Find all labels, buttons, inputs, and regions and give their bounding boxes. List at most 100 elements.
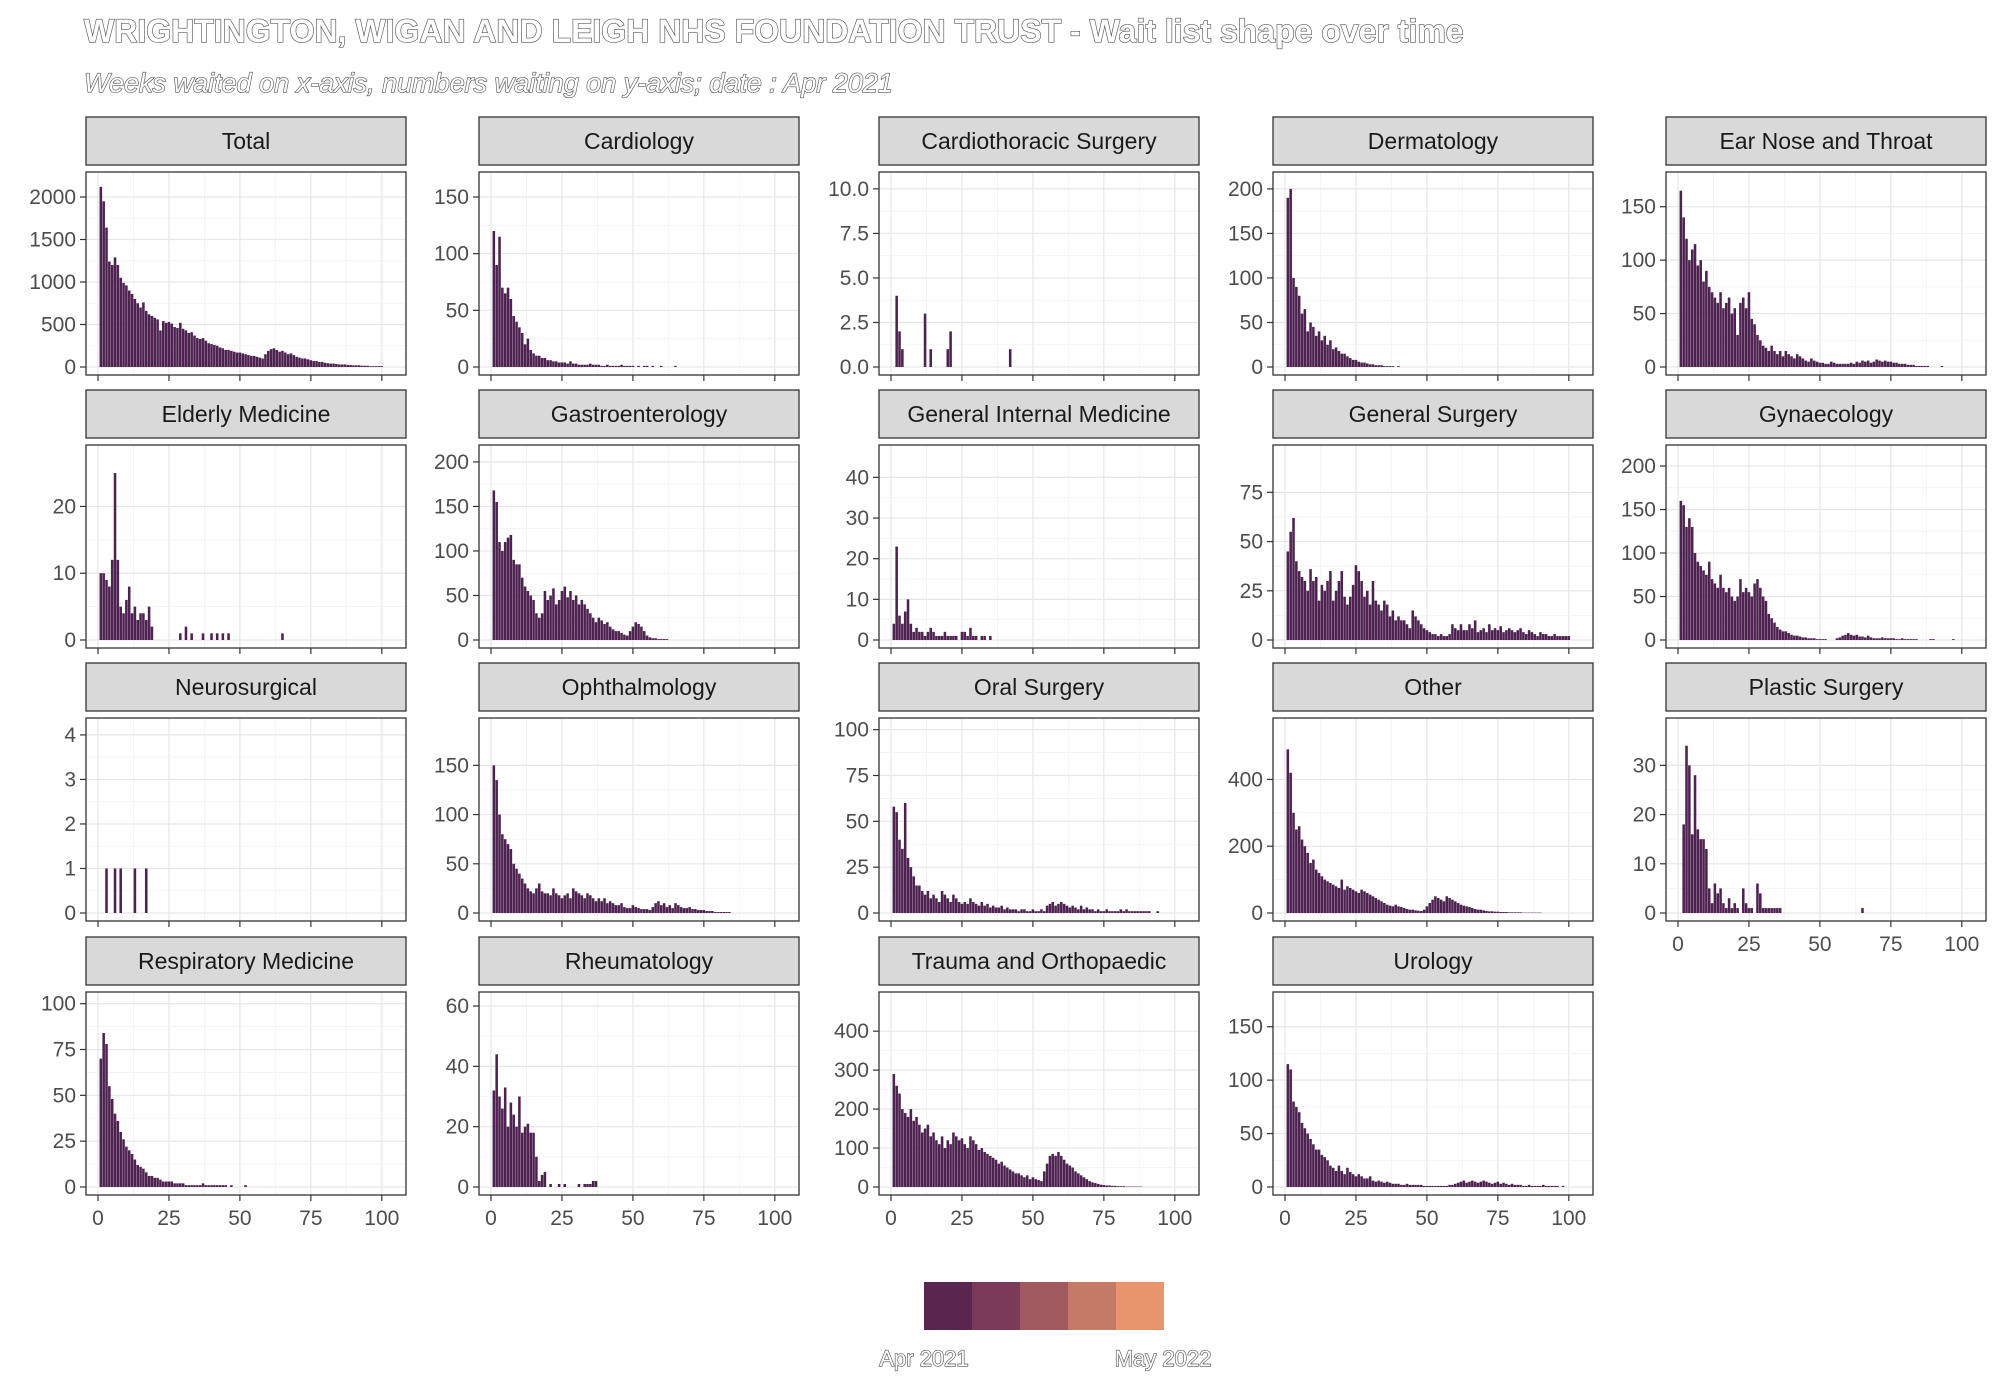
bar	[380, 366, 384, 367]
bar	[535, 888, 538, 913]
bar	[1547, 636, 1551, 640]
bar	[1445, 896, 1449, 913]
bar	[591, 617, 595, 640]
bar	[506, 287, 510, 367]
bar	[144, 619, 148, 640]
chart-subtitle: Weeks waited on x-axis, numbers waiting …	[84, 68, 893, 98]
bar	[303, 358, 307, 367]
bar	[926, 891, 930, 913]
strip-background	[85, 662, 407, 712]
bar	[634, 622, 638, 640]
bar	[1889, 361, 1893, 367]
bar	[895, 546, 898, 640]
bar	[1346, 1167, 1349, 1187]
bar	[1306, 1133, 1309, 1187]
y-tick-label: 1	[64, 857, 76, 880]
bar	[1094, 911, 1097, 913]
bar	[1108, 1185, 1111, 1187]
bar	[935, 635, 938, 640]
bar	[532, 599, 535, 640]
bar	[289, 353, 293, 367]
bars	[1682, 745, 1864, 913]
bar	[903, 1112, 907, 1187]
bar	[1912, 639, 1915, 640]
bar	[651, 907, 655, 913]
bar	[1354, 565, 1358, 640]
panel-dermatology: Dermatology 0 50 100 150 200	[1228, 116, 1594, 381]
bar	[1011, 1171, 1015, 1187]
bar	[608, 365, 612, 367]
bar	[603, 898, 606, 913]
bar	[1303, 309, 1307, 367]
bar	[1932, 639, 1935, 640]
bar	[540, 1174, 544, 1187]
bar	[1798, 356, 1802, 367]
bar	[711, 911, 714, 913]
bar	[1402, 620, 1406, 640]
y-tick-label: 100	[434, 243, 469, 266]
bar	[312, 361, 315, 367]
bar	[320, 361, 324, 367]
bar	[1471, 1180, 1474, 1187]
bar	[1454, 1183, 1457, 1187]
y-axis: 0 20 40 60	[446, 995, 479, 1199]
bar	[204, 340, 208, 367]
bar	[1077, 1173, 1080, 1187]
plot-area	[1666, 718, 1986, 921]
bar	[977, 1149, 981, 1187]
bar	[1522, 632, 1525, 640]
bar	[1864, 637, 1867, 640]
bar	[523, 344, 527, 367]
bar	[892, 806, 896, 913]
bar	[574, 891, 578, 913]
bar	[557, 362, 561, 367]
bar	[136, 1165, 140, 1187]
panel-oral-surgery: Oral Surgery 0 25 50 75 100	[834, 662, 1200, 927]
strip-background	[478, 116, 800, 166]
bar	[949, 1144, 952, 1187]
bar	[1366, 1178, 1369, 1187]
bar	[949, 635, 952, 640]
bar	[1125, 909, 1128, 913]
bar	[1099, 911, 1103, 913]
x-axis	[1284, 375, 1570, 381]
bar	[1295, 1106, 1298, 1187]
bar	[159, 330, 162, 367]
bar	[1122, 911, 1125, 913]
bar	[1462, 1180, 1466, 1187]
bar	[560, 591, 564, 640]
bar	[1091, 1182, 1094, 1187]
bar	[960, 1138, 964, 1187]
panel-gastroenterology: Gastroenterology 0 50 100 150 200	[434, 389, 800, 654]
bar	[1847, 363, 1850, 367]
bar	[1702, 281, 1705, 367]
bar	[1295, 829, 1298, 913]
bar	[1730, 908, 1734, 913]
bar	[492, 765, 496, 913]
y-tick-label: 200	[834, 1098, 869, 1121]
bar	[1536, 636, 1539, 640]
bar	[1351, 889, 1355, 914]
bar	[1841, 363, 1844, 367]
bar	[1436, 636, 1440, 640]
bar	[1068, 907, 1072, 913]
bar	[272, 348, 276, 367]
bar	[1360, 362, 1363, 367]
bar	[1829, 361, 1833, 367]
bar	[1054, 905, 1057, 913]
x-axis: 0 25 50 75 100	[885, 1195, 1192, 1230]
bar	[1471, 907, 1474, 913]
bar	[1759, 587, 1762, 640]
bar	[105, 579, 108, 640]
bar	[1690, 526, 1694, 640]
bar	[532, 893, 535, 913]
bar	[1682, 824, 1685, 913]
bar	[1451, 1184, 1454, 1187]
bar	[1739, 302, 1742, 367]
bar	[1847, 633, 1850, 640]
bar	[523, 883, 527, 913]
bar	[940, 635, 944, 640]
bar	[614, 905, 618, 913]
bar	[156, 1177, 159, 1187]
bar	[116, 265, 120, 367]
